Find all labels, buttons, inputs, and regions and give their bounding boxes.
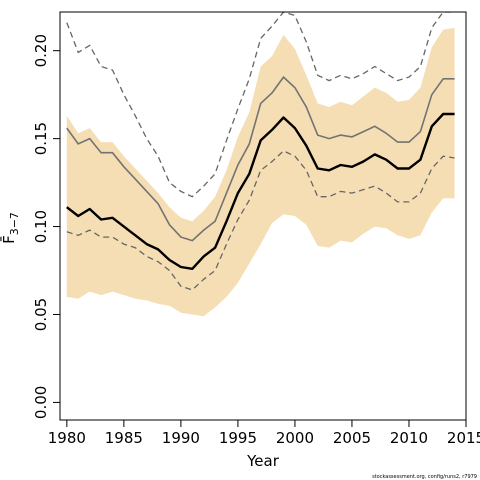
x-tick-label: 2015 [447,429,480,447]
y-axis-title: F̄3−7 [0,212,21,244]
footnote: stockassessment.org, config/runs2, r7979 [372,474,477,480]
y-tick-label: 0.20 [32,34,50,67]
confidence-band [66,27,455,317]
y-tick-label: 0.05 [32,298,50,331]
x-tick-label: 1995 [219,429,257,447]
x-tick-label: 2000 [276,429,314,447]
y-axis-title-main: F̄ [0,235,18,244]
x-tick-label: 2005 [333,429,371,447]
x-axis-title: Year [246,452,280,470]
plot-area [66,12,455,317]
x-tick-label: 1985 [105,429,143,447]
y-tick-label: 0.10 [32,210,50,243]
y-axis-title-subscript: 3−7 [8,212,21,235]
plot-frame [59,11,467,421]
y-tick-label: 0.15 [32,122,50,155]
dashed-upper-line [66,12,455,198]
x-tick-label: 1990 [162,429,200,447]
dashed-lower-line [66,150,455,291]
y-tick-label: 0.00 [32,386,50,419]
inner-upper-line [66,75,455,242]
x-tick-label: 2010 [390,429,428,447]
estimate-line [66,112,455,270]
axes: 1980 1985 1990 1995 2000 2005 2010 2015 0.00 0.05… [32,34,480,447]
x-tick-label: 1980 [48,429,86,447]
